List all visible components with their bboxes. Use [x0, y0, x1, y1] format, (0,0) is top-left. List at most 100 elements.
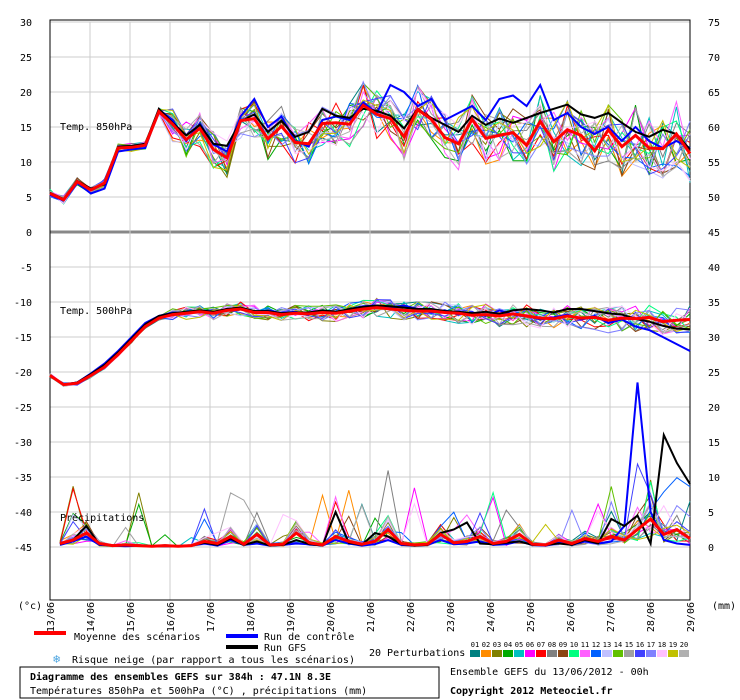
perturbation-swatch [536, 650, 546, 657]
legend-control-label: Run de contrôle [264, 631, 354, 643]
perturbation-swatch [635, 650, 645, 657]
legend-mean-swatch [34, 631, 66, 635]
right-axis-unit: (mm) [712, 601, 736, 612]
label-t850: Temp. 850hPa [60, 122, 132, 133]
mean-line-precip [59, 516, 691, 548]
x-tick-label: 15/06 [126, 602, 137, 632]
perturbation-swatch [580, 650, 590, 657]
left-tick-label: 5 [26, 193, 32, 204]
perturbation-id: 07 [537, 641, 545, 649]
perturbation-id: 08 [548, 641, 556, 649]
legend-mean-label: Moyenne des scénarios [74, 631, 200, 643]
perturbation-swatch [602, 650, 612, 657]
perturbation-swatch [624, 650, 634, 657]
right-tick-label: 0 [708, 543, 714, 554]
perturbation-id: 13 [603, 641, 611, 649]
perturbation-id: 18 [658, 641, 666, 649]
x-tick-label: 20/06 [326, 602, 337, 632]
perturbation-swatch [668, 650, 678, 657]
perturbation-swatch [547, 650, 557, 657]
x-tick-label: 16/06 [166, 602, 177, 632]
x-tick-label: 19/06 [286, 602, 297, 632]
x-tick-label: 24/06 [486, 602, 497, 632]
gfs-line-t500 [49, 304, 691, 386]
perturbation-swatch [503, 650, 513, 657]
label-precip: Précipitations [60, 512, 144, 524]
left-tick-label: 30 [20, 18, 32, 29]
x-tick-label: 26/06 [566, 602, 577, 632]
legend: Moyenne des scénarios Run de contrôle Ru… [34, 631, 689, 666]
x-tick-label: 22/06 [406, 602, 417, 632]
right-tick-label: 5 [708, 508, 714, 519]
x-tick-label: 29/06 [686, 602, 697, 632]
right-tick-label: 60 [708, 123, 720, 134]
title-box [19, 666, 440, 699]
chart-title: Diagramme des ensembles GEFS sur 384h : … [30, 671, 331, 683]
left-tick-label: 25 [20, 53, 32, 64]
right-tick-label: 55 [708, 158, 720, 169]
left-tick-label: -30 [14, 438, 32, 449]
right-tick-label: 10 [708, 473, 720, 484]
snowflake-icon: ❄ [53, 652, 60, 666]
right-tick-label: 25 [708, 368, 720, 379]
left-tick-label: -10 [14, 298, 32, 309]
left-tick-label: 0 [26, 228, 32, 239]
x-tick-label: 18/06 [246, 602, 257, 632]
right-tick-label: 40 [708, 263, 720, 274]
perturbation-swatch [514, 650, 524, 657]
chart-subtitle: Températures 850hPa et 500hPa (°C) , pré… [30, 685, 367, 697]
x-tick-label: 21/06 [366, 602, 377, 632]
perturbation-id: 16 [636, 641, 644, 649]
right-tick-label: 15 [708, 438, 720, 449]
main-lines [49, 82, 692, 548]
run-info: Ensemble GEFS du 13/06/2012 - 00h [450, 667, 649, 678]
perturbation-swatch [613, 650, 623, 657]
legend-gfs-swatch [226, 645, 258, 649]
perturbation-id: 03 [493, 641, 501, 649]
perturbation-id: 09 [559, 641, 567, 649]
left-tick-label: -45 [14, 543, 32, 554]
right-tick-label: 30 [708, 333, 720, 344]
left-tick-label: -20 [14, 368, 32, 379]
perturbation-id: 14 [614, 641, 622, 649]
right-tick-label: 45 [708, 228, 720, 239]
perturbation-swatch [481, 650, 491, 657]
left-tick-label: -25 [14, 403, 32, 414]
copyright: Copyright 2012 Meteociel.fr [450, 685, 613, 697]
perturbation-swatch [591, 650, 601, 657]
left-tick-label: -15 [14, 333, 32, 344]
x-tick-label: 25/06 [526, 602, 537, 632]
left-axis-unit: (°c) [18, 601, 42, 612]
x-tick-label: 14/06 [86, 602, 97, 632]
x-tick-label: 27/06 [606, 602, 617, 632]
right-tick-label: 75 [708, 18, 720, 29]
left-tick-label: 20 [20, 88, 32, 99]
legend-perturbations-label: 20 Perturbations [369, 648, 465, 659]
left-tick-label: -5 [20, 263, 32, 274]
right-tick-label: 70 [708, 53, 720, 64]
perturbation-swatch [679, 650, 689, 657]
perturbation-legend: 01 02 03 04 05 06 07 08 09 10 11 12 13 14 15 16 17 18 19 20 [470, 641, 689, 657]
perturbation-id: 17 [647, 641, 655, 649]
perturbation-swatch [525, 650, 535, 657]
tick-labels: 302520151050-5-10-15-20-25-30-35-40-4575… [14, 18, 720, 632]
perturbation-id: 20 [680, 641, 688, 649]
perturbation-id: 12 [592, 641, 600, 649]
x-tick-label: 17/06 [206, 602, 217, 632]
perturbation-id: 01 [471, 641, 479, 649]
perturbation-id: 06 [526, 641, 534, 649]
legend-control-swatch [226, 634, 258, 638]
perturbation-id: 05 [515, 641, 523, 649]
perturbation-id: 15 [625, 641, 633, 649]
left-tick-label: 10 [20, 158, 32, 169]
perturbation-id: 02 [482, 641, 490, 649]
perturbation-swatch [558, 650, 568, 657]
x-tick-label: 13/06 [46, 602, 57, 632]
perturbation-swatch [492, 650, 502, 657]
left-tick-label: -35 [14, 473, 32, 484]
right-tick-label: 65 [708, 88, 720, 99]
perturbation-id: 04 [504, 641, 512, 649]
perturbation-swatch [470, 650, 480, 657]
mean-line-t850 [49, 103, 692, 202]
right-tick-label: 35 [708, 298, 720, 309]
